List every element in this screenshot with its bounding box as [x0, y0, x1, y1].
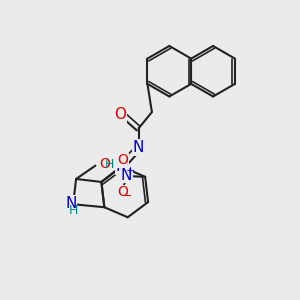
Text: H: H — [105, 158, 114, 171]
Text: N: N — [133, 140, 144, 155]
Text: N: N — [65, 196, 76, 211]
Text: −: − — [123, 191, 132, 201]
Text: O: O — [99, 157, 110, 171]
Text: O: O — [117, 153, 128, 167]
Text: N: N — [120, 167, 132, 182]
Text: H: H — [69, 204, 78, 217]
Text: O: O — [117, 185, 128, 199]
Text: +: + — [126, 166, 135, 176]
Text: N: N — [116, 159, 127, 174]
Text: O: O — [114, 107, 126, 122]
